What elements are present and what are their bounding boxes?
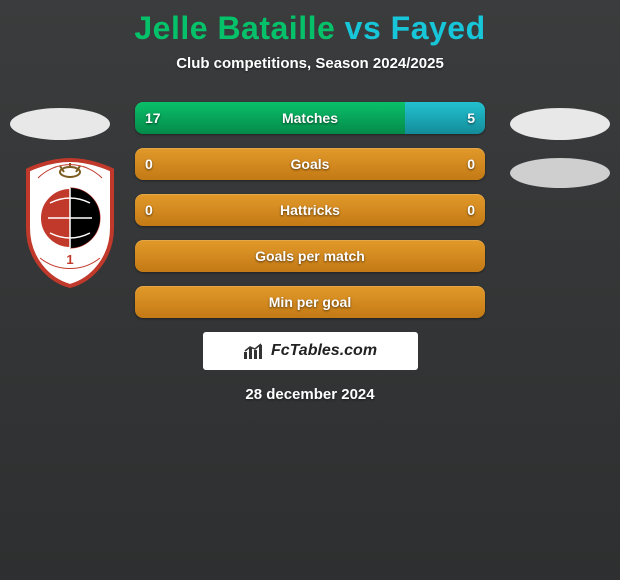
stat-row-hattricks: 0 Hattricks 0 [135,194,485,226]
stat-label: Matches [135,102,485,134]
stat-row-goals-per-match: Goals per match [135,240,485,272]
player2-club-placeholder [510,158,610,188]
comparison-panel: 1 17 Matches 5 0 Goals 0 0 Hattricks 0 G… [0,102,620,403]
stat-label: Goals per match [135,240,485,272]
stat-label: Hattricks [135,194,485,226]
stat-row-min-per-goal: Min per goal [135,286,485,318]
date-text: 28 december 2024 [0,386,620,403]
stat-value-right: 5 [467,102,475,134]
vs-text: vs [335,10,390,46]
stat-label: Goals [135,148,485,180]
stat-label: Min per goal [135,286,485,318]
player2-name: Fayed [391,10,486,46]
player2-badge-placeholder [510,108,610,140]
stat-row-goals: 0 Goals 0 [135,148,485,180]
stat-value-right: 0 [467,148,475,180]
watermark: FcTables.com [203,332,418,370]
chart-icon [243,342,265,360]
player1-badge-placeholder [10,108,110,140]
stat-value-right: 0 [467,194,475,226]
player1-name: Jelle Bataille [134,10,335,46]
player1-club-logo: 1 [20,158,120,288]
comparison-title: Jelle Bataille vs Fayed [0,0,620,47]
subtitle: Club competitions, Season 2024/2025 [0,55,620,72]
stat-bars: 17 Matches 5 0 Goals 0 0 Hattricks 0 Goa… [135,102,485,318]
watermark-text: FcTables.com [271,342,377,360]
svg-text:1: 1 [66,252,73,267]
stat-row-matches: 17 Matches 5 [135,102,485,134]
